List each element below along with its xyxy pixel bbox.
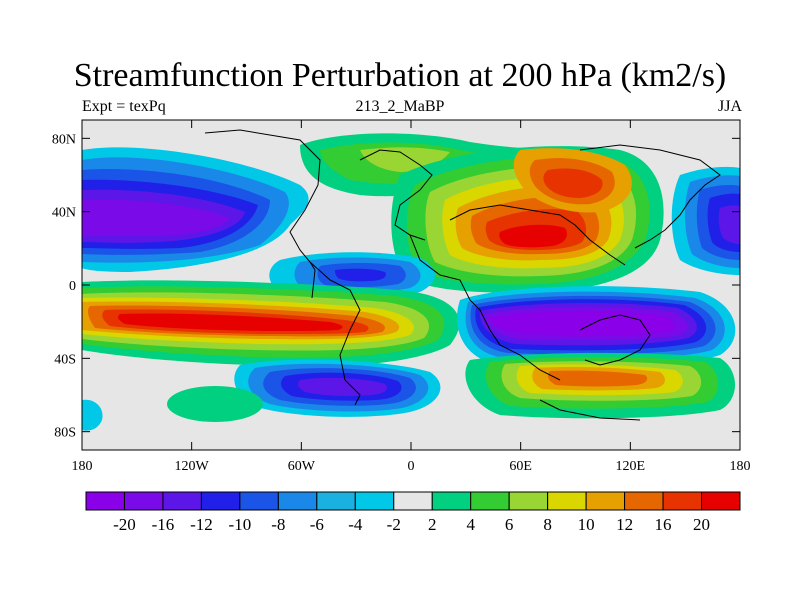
y-axis: 80N 40N 0 40S 80S (52, 132, 740, 441)
colorbar-label: -20 (113, 515, 136, 534)
colorbar: -20 -16 -12 -10 -8 -6 -4 -2 2 4 6 8 10 12 16 20 (85, 491, 741, 534)
colorbar-label: -2 (387, 515, 401, 534)
y-tick-label: 40S (54, 352, 76, 367)
colorbar-label: 20 (693, 515, 710, 534)
colorbar-swatch (239, 491, 279, 511)
colorbar-swatch (624, 491, 664, 511)
y-tick-label: 80N (52, 132, 76, 147)
chart-title: Streamfunction Perturbation at 200 hPa (… (73, 57, 727, 94)
colorbar-swatch (162, 491, 202, 511)
colorbar-swatch (431, 491, 472, 511)
colorbar-swatch (508, 491, 549, 511)
colorbar-label: 16 (655, 515, 672, 534)
colorbar-swatch (585, 491, 626, 511)
colorbar-label: -16 (152, 515, 175, 534)
colorbar-swatch (354, 491, 395, 511)
colorbar-swatch (662, 491, 703, 511)
colorbar-swatch (701, 491, 741, 511)
south-pacific-high (82, 280, 460, 367)
colorbar-label: 8 (543, 515, 552, 534)
colorbar-swatch (200, 491, 241, 511)
colorbar-label: -8 (271, 515, 285, 534)
y-tick-label: 40N (52, 206, 76, 221)
colorbar-label: 6 (505, 515, 514, 534)
experiment-label: Expt = texPq (82, 98, 166, 115)
north-pacific-low (82, 147, 309, 272)
colorbar-label: -10 (229, 515, 252, 534)
run-label: 213_2_MaBP (355, 98, 445, 115)
colorbar-swatch (547, 491, 587, 511)
y-tick-label: 0 (69, 279, 76, 294)
west-edge-low-patch (82, 399, 103, 431)
colorbar-label: -6 (310, 515, 324, 534)
x-tick-label: 180 (730, 459, 751, 474)
colorbar-swatch (123, 491, 164, 511)
coastlines (204, 129, 721, 421)
colorbar-swatch (277, 491, 318, 511)
west-pacific-low (671, 166, 740, 275)
colorbar-swatch (316, 491, 356, 511)
x-tick-label: 180 (72, 459, 93, 474)
y-tick-label: 80S (54, 426, 76, 441)
colorbar-label: -4 (348, 515, 363, 534)
x-tick-label: 60W (288, 459, 316, 474)
colorbar-swatch (85, 491, 125, 511)
southern-indian-high (465, 352, 735, 419)
south-pacific-positive-patch (167, 386, 263, 422)
eurasian-high-north (513, 148, 632, 213)
colorbar-label: 10 (578, 515, 595, 534)
x-tick-label: 120W (175, 459, 210, 474)
colorbar-label: 4 (466, 515, 475, 534)
season-label: JJA (717, 98, 742, 115)
colorbar-label: -12 (190, 515, 213, 534)
colorbar-swatch (393, 491, 433, 511)
colorbar-label: 12 (616, 515, 633, 534)
south-atlantic-low (234, 359, 441, 417)
colorbar-label: 2 (428, 515, 437, 534)
contour-field (82, 129, 740, 431)
x-tick-label: 120E (616, 459, 646, 474)
x-tick-label: 60E (509, 459, 532, 474)
colorbar-swatch (470, 491, 510, 511)
x-tick-label: 0 (408, 459, 415, 474)
x-axis: 180 120W 60W 0 60E 120E 180 (72, 120, 751, 474)
